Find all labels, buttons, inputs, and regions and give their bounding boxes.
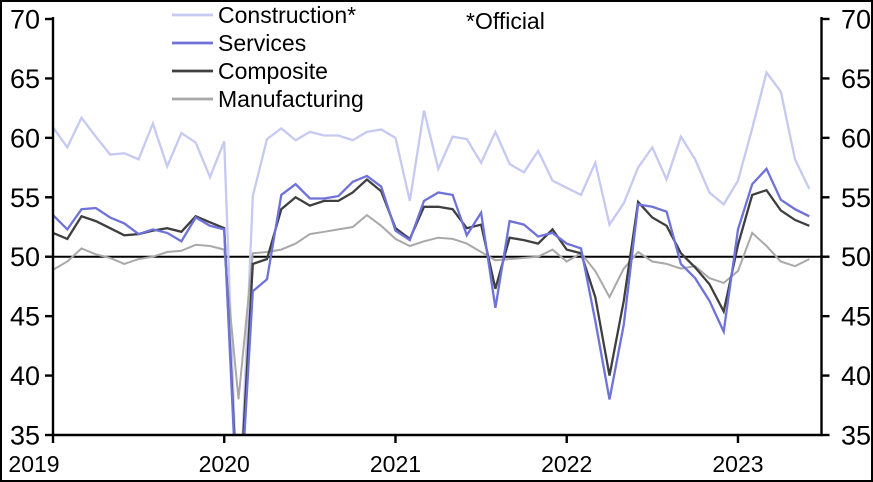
y-tick-label-left-45: 45 <box>10 302 40 332</box>
legend-label-manufacturing: Manufacturing <box>218 86 364 112</box>
y-tick-label-left-65: 65 <box>10 64 40 94</box>
y-tick-label-right-70: 70 <box>841 5 871 35</box>
line-manufacturing <box>53 213 810 400</box>
y-tick-label-left-70: 70 <box>10 5 40 35</box>
official-footnote: *Official <box>466 8 545 34</box>
legend-label-construction: Construction* <box>218 2 356 28</box>
axes <box>45 17 830 443</box>
legend-label-services: Services <box>218 30 306 56</box>
y-tick-label-left-40: 40 <box>10 361 40 391</box>
line-services <box>53 166 810 435</box>
y-tick-label-right-35: 35 <box>841 421 871 451</box>
legend-label-composite: Composite <box>218 58 328 84</box>
y-tick-label-left-60: 60 <box>10 123 40 153</box>
y-tick-label-right-45: 45 <box>841 302 871 332</box>
y-tick-label-right-50: 50 <box>841 242 871 272</box>
y-tick-label-right-65: 65 <box>841 64 871 94</box>
y-tick-label-left-35: 35 <box>10 421 40 451</box>
y-tick-label-left-50: 50 <box>10 242 40 272</box>
line-composite <box>53 177 810 435</box>
y-tick-label-right-40: 40 <box>841 361 871 391</box>
y-tick-label-left-55: 55 <box>10 183 40 213</box>
y-tick-label-right-60: 60 <box>841 123 871 153</box>
y-tick-label-right-55: 55 <box>841 183 871 213</box>
legend: Construction*ServicesCompositeManufactur… <box>172 2 364 112</box>
x-tick-label-2021: 2021 <box>370 451 421 477</box>
x-tick-label-2020: 2020 <box>199 451 250 477</box>
x-tick-label-2019: 2019 <box>8 451 59 477</box>
x-tick-label-2022: 2022 <box>541 451 592 477</box>
series-lines <box>53 69 811 435</box>
x-tick-label-2023: 2023 <box>712 451 763 477</box>
line-construction <box>53 69 811 435</box>
